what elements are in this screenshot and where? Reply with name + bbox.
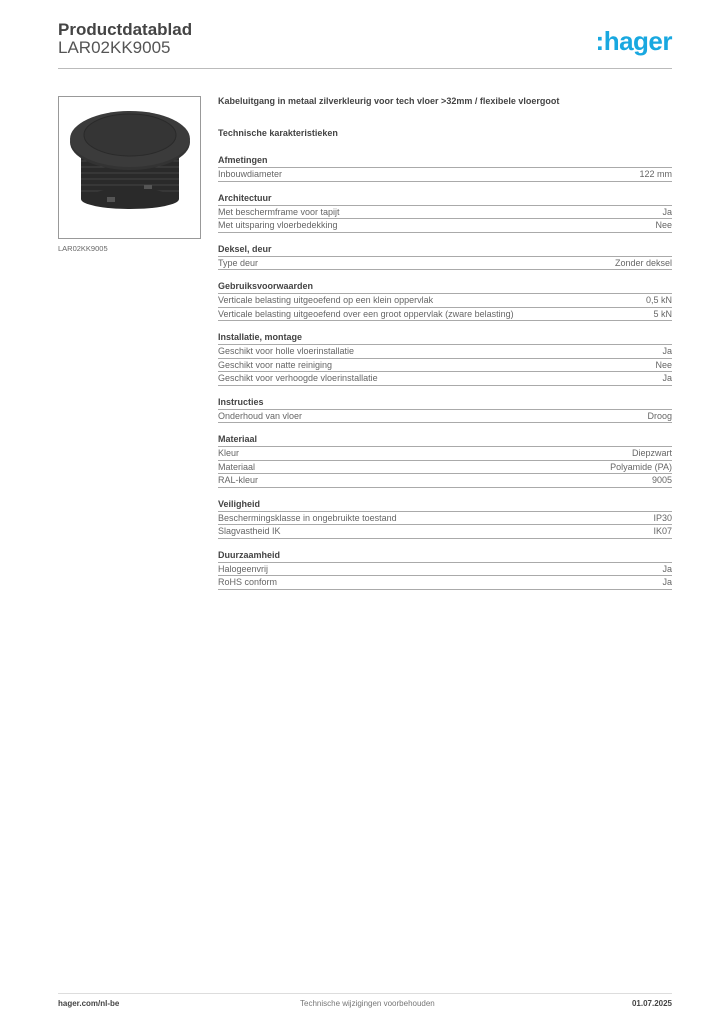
spec-value: 0,5 kN (645, 295, 672, 305)
spec-value: 9005 (651, 475, 672, 485)
spec-value: Nee (655, 359, 672, 370)
spec-section: Gebruiksvoorwaarden Verticale belasting u… (218, 280, 672, 321)
spec-section: Afmetingen Inbouwdiameter 122 mm (218, 154, 672, 182)
spec-label: RoHS conform (218, 577, 278, 587)
spec-label: Inbouwdiameter (218, 169, 283, 179)
spec-label: Halogeenvrij (218, 563, 269, 574)
spec-label: RAL-kleur (218, 475, 259, 485)
spec-value: IP30 (653, 512, 672, 523)
spec-section: Deksel, deur Type deur Zonder deksel (218, 243, 672, 270)
spec-section-title: Installatie, montage (218, 331, 672, 345)
spec-row: Type deur Zonder deksel (218, 257, 672, 270)
spec-value: 122 mm (639, 169, 672, 179)
spec-label: Type deur (218, 257, 259, 268)
spec-value: Ja (662, 346, 672, 356)
footer-website[interactable]: hager.com/nl-be (58, 999, 120, 1008)
section-heading: Technische karakteristieken (218, 128, 338, 138)
spec-section: Veiligheid Beschermingsklasse in ongebrui… (218, 498, 672, 539)
spec-value: Ja (662, 577, 672, 587)
spec-row: Met uitsparing vloerbedekking Nee (218, 219, 672, 233)
spec-section: Installatie, montage Geschikt voor holle … (218, 331, 672, 386)
page-title: Productdatablad (58, 20, 193, 39)
spec-row: Met beschermframe voor tapijt Ja (218, 206, 672, 219)
footer-divider (58, 993, 672, 994)
main-content: Kabeluitgang in metaal zilverkleurig voo… (218, 96, 672, 600)
spec-label: Met beschermframe voor tapijt (218, 206, 340, 217)
spec-value: Droog (647, 410, 672, 421)
spec-section: Materiaal Kleur Diepzwart Materiaal Polyamid… (218, 433, 672, 488)
product-code: LAR02KK9005 (58, 38, 171, 57)
spec-value: Polyamide (PA) (610, 461, 672, 472)
spec-value: Ja (662, 563, 672, 574)
spec-label: Geschikt voor verhoogde vloerinstallatie (218, 373, 378, 383)
spec-value: Zonder deksel (614, 257, 672, 268)
floor-outlet-image (70, 111, 190, 209)
spec-value: Ja (662, 206, 672, 217)
spec-section-title: Architectuur (218, 192, 672, 206)
spec-sections: Afmetingen Inbouwdiameter 122 mm Architectu… (218, 154, 672, 590)
spec-row: Inbouwdiameter 122 mm (218, 168, 672, 182)
spec-label: Verticale belasting uitgeoefend op een k… (218, 295, 434, 305)
spec-row: Beschermingsklasse in ongebruikte toesta… (218, 512, 672, 525)
spec-value: Nee (655, 220, 672, 230)
spec-section: Duurzaamheid Halogeenvrij Ja RoHS conform Ja (218, 549, 672, 590)
spec-section-title: Materiaal (218, 433, 672, 447)
spec-label: Materiaal (218, 461, 256, 472)
spec-label: Kleur (218, 448, 240, 458)
spec-row: Slagvastheid IK IK07 (218, 525, 672, 539)
image-caption: LAR02KK9005 (58, 244, 108, 253)
footer-date: 01.07.2025 (631, 999, 672, 1008)
spec-section-title: Instructies (218, 396, 672, 410)
spec-section-title: Veiligheid (218, 498, 672, 512)
header-divider (58, 68, 672, 69)
footer-disclaimer: Technische wijzigingen voorbehouden (300, 999, 435, 1008)
hager-logo: :hager (595, 26, 673, 57)
spec-label: Onderhoud van vloer (218, 410, 303, 421)
spec-section-title: Gebruiksvoorwaarden (218, 280, 672, 294)
spec-section: Architectuur Met beschermframe voor tapij… (218, 192, 672, 233)
spec-label: Slagvastheid IK (218, 526, 281, 536)
spec-value: 5 kN (653, 308, 672, 319)
spec-label: Verticale belasting uitgeoefend over een… (218, 308, 514, 319)
spec-section-title: Afmetingen (218, 154, 672, 168)
spec-section-title: Deksel, deur (218, 243, 672, 257)
spec-row: Geschikt voor holle vloerinstallatie Ja (218, 345, 672, 359)
spec-label: Geschikt voor natte reiniging (218, 359, 333, 370)
spec-row: Halogeenvrij Ja (218, 563, 672, 576)
spec-row: Materiaal Polyamide (PA) (218, 461, 672, 474)
spec-row: Kleur Diepzwart (218, 447, 672, 461)
spec-row: Verticale belasting uitgeoefend op een k… (218, 294, 672, 308)
spec-section: Instructies Onderhoud van vloer Droog (218, 396, 672, 423)
spec-label: Geschikt voor holle vloerinstallatie (218, 346, 355, 356)
spec-value: Diepzwart (631, 448, 672, 458)
spec-label: Met uitsparing vloerbedekking (218, 220, 338, 230)
spec-row: Geschikt voor natte reiniging Nee (218, 359, 672, 372)
product-description: Kabeluitgang in metaal zilverkleurig voo… (218, 96, 560, 106)
spec-row: Verticale belasting uitgeoefend over een… (218, 308, 672, 321)
spec-row: RoHS conform Ja (218, 576, 672, 590)
spec-row: Onderhoud van vloer Droog (218, 410, 672, 423)
logo-text: :hager (595, 26, 673, 56)
spec-value: Ja (662, 373, 672, 383)
spec-label: Beschermingsklasse in ongebruikte toesta… (218, 512, 397, 523)
spec-value: IK07 (653, 526, 672, 536)
spec-row: Geschikt voor verhoogde vloerinstallatie… (218, 372, 672, 386)
product-image (58, 96, 201, 239)
spec-section-title: Duurzaamheid (218, 549, 672, 563)
spec-row: RAL-kleur 9005 (218, 474, 672, 488)
